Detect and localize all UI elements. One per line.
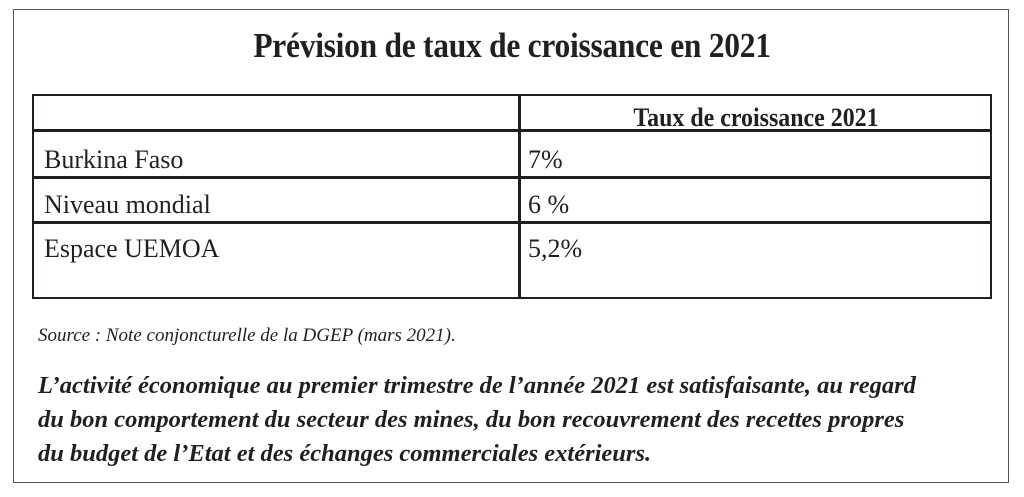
growth-rate-table: Taux de croissance 2021 Burkina Faso 7% … <box>32 94 992 299</box>
table-cell-country: Espace UEMOA <box>44 234 220 263</box>
table-cell-rate: 7% <box>528 145 563 174</box>
table-row-divider <box>34 129 990 132</box>
document-title: Prévision de taux de croissance en 2021 <box>253 26 771 65</box>
table-cell-country: Niveau mondial <box>44 190 211 219</box>
summary-paragraph: L’activité économique au premier trimest… <box>38 369 988 471</box>
table-row-divider <box>34 176 990 179</box>
table-header-growth-rate: Taux de croissance 2021 <box>633 103 879 132</box>
table-cell-rate: 5,2% <box>528 234 583 263</box>
table-cell-country: Burkina Faso <box>44 145 184 174</box>
table-cell-rate: 6 % <box>528 190 570 219</box>
summary-line: du bon comportement du secteur des mines… <box>38 406 905 433</box>
document-frame <box>13 9 1009 483</box>
table-column-divider <box>518 96 521 297</box>
summary-line: du budget de l’Etat et des échanges comm… <box>38 440 652 467</box>
summary-line: L’activité économique au premier trimest… <box>38 372 916 399</box>
source-note: Source : Note conjoncturelle de la DGEP … <box>38 325 456 346</box>
table-row-divider <box>34 221 990 224</box>
